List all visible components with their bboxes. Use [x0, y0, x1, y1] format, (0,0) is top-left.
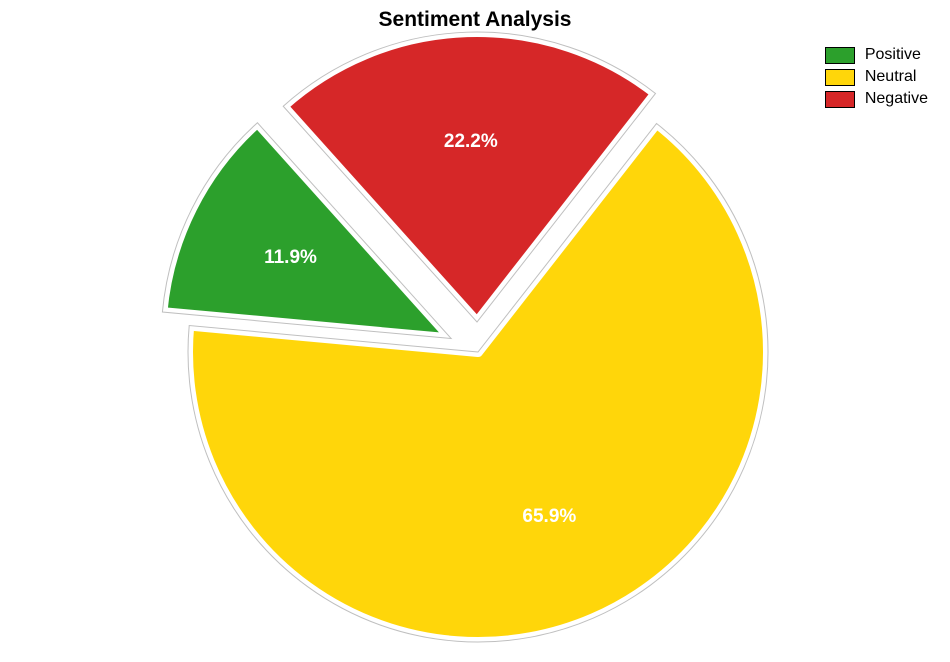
legend-swatch	[825, 69, 855, 86]
legend-item: Positive	[825, 46, 928, 64]
legend-swatch	[825, 91, 855, 108]
pie-svg	[0, 0, 950, 662]
legend-label: Neutral	[865, 68, 917, 86]
legend-item: Negative	[825, 90, 928, 108]
legend-swatch	[825, 47, 855, 64]
legend-label: Negative	[865, 90, 928, 108]
pie-chart: 22.2%11.9%65.9%	[0, 0, 950, 662]
chart-container: Sentiment Analysis 22.2%11.9%65.9% Posit…	[0, 0, 950, 662]
legend-item: Neutral	[825, 68, 928, 86]
legend-label: Positive	[865, 46, 921, 64]
legend: Positive Neutral Negative	[825, 46, 928, 112]
